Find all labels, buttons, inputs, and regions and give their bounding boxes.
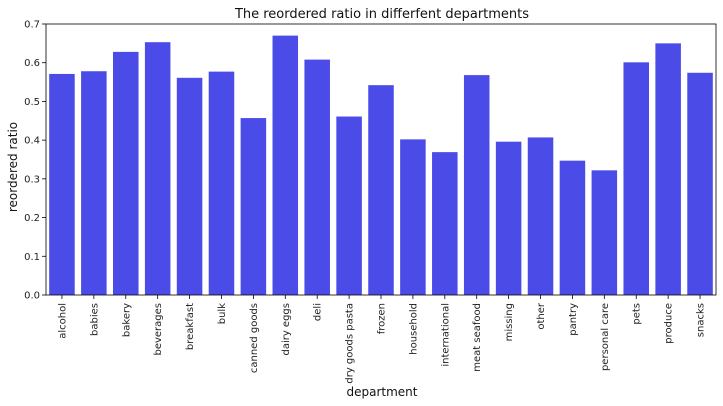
x-tick-label: produce (664, 303, 675, 344)
x-tick-label: breakfast (185, 303, 196, 350)
x-tick-label: bulk (217, 303, 228, 324)
y-tick-label: 0.1 (24, 252, 40, 263)
x-tick-label: international (440, 303, 451, 367)
bar-snacks (687, 72, 713, 295)
y-tick-label: 0.6 (24, 58, 40, 69)
bar-canned-goods (240, 118, 267, 295)
x-tick-label: dairy eggs (281, 303, 292, 356)
bar-pets (623, 62, 649, 295)
x-tick-label: bakery (121, 303, 132, 337)
bar-produce (655, 43, 681, 295)
x-axis-label: department (347, 385, 418, 399)
x-tick-label: meat seafood (472, 303, 483, 372)
x-tick-label: other (536, 302, 547, 330)
bar-beverages (144, 42, 171, 296)
bar-alcohol (49, 73, 75, 295)
x-tick-label: household (408, 303, 419, 355)
bar-breakfast (176, 77, 203, 295)
bar-missing (495, 141, 522, 295)
plot-frame (45, 23, 717, 296)
bar-bakery (113, 51, 139, 296)
bar-bulk (208, 71, 235, 296)
x-tick-label: pets (632, 303, 643, 325)
bar-deli (304, 59, 330, 295)
x-tick-label: frozen (377, 303, 388, 334)
bar-other (527, 137, 554, 295)
y-tick-label: 0.0 (24, 291, 40, 302)
chart-title: The reordered ratio in differfent depart… (234, 7, 529, 22)
x-tick-label: babies (89, 303, 100, 336)
bar-babies (81, 71, 107, 295)
x-tick-label: personal care (600, 303, 611, 371)
y-tick-label: 0.3 (24, 174, 40, 185)
bar-meat-seafood (463, 75, 490, 295)
x-tick-label: canned goods (249, 303, 260, 373)
bar-pantry (559, 160, 586, 295)
bar-household (400, 139, 426, 295)
y-axis-ticks: 0.0 0.1 0.2 0.3 0.4 0.5 0.6 0.7 (24, 20, 46, 302)
bar-dairy-eggs (272, 35, 299, 295)
x-tick-label: beverages (153, 303, 164, 356)
bar-frozen (368, 85, 394, 295)
y-axis-label: reordered ratio (6, 122, 20, 212)
y-tick-label: 0.5 (24, 97, 40, 108)
x-tick-label: alcohol (57, 303, 68, 339)
y-tick-label: 0.2 (24, 213, 40, 224)
x-tick-label: deli (313, 303, 324, 321)
x-tick-label: snacks (696, 303, 707, 337)
x-tick-label: dry goods pasta (345, 303, 356, 384)
y-tick-label: 0.7 (24, 20, 40, 31)
bar-dry-goods-pasta (336, 116, 362, 295)
bars-group (49, 35, 713, 296)
x-tick-label: pantry (568, 303, 579, 336)
x-tick-label: missing (504, 303, 515, 341)
bar-international (432, 152, 458, 295)
x-axis-ticks: alcohol babies bakery beverages breakfast bul… (57, 295, 707, 384)
y-tick-label: 0.4 (24, 136, 40, 147)
bar-personal-care (591, 170, 618, 295)
